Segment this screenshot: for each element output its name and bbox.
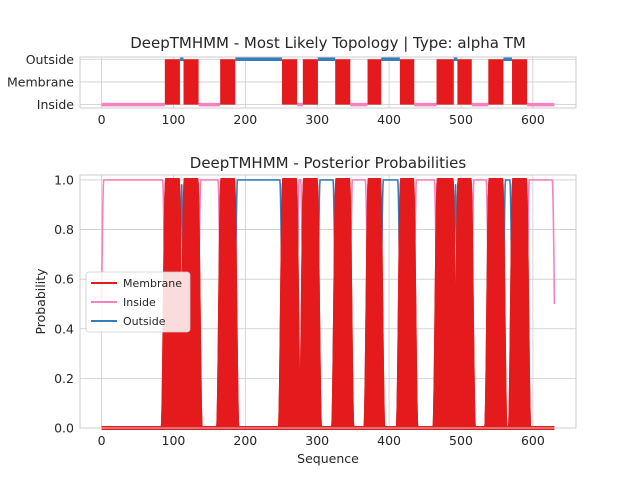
y-tick-label: 0.0 <box>54 421 74 436</box>
x-tick-label: 200 <box>233 433 257 448</box>
membrane-segment <box>367 59 382 105</box>
x-tick-label: 400 <box>377 433 401 448</box>
posterior-title: DeepTMHMM - Posterior Probabilities <box>190 154 467 172</box>
membrane-probability-band <box>298 177 323 430</box>
legend-box <box>85 271 191 333</box>
topology-y-ticks: Inside Membrane Outside <box>7 52 74 112</box>
membrane-probability-band <box>507 177 532 430</box>
membrane-probability-band <box>330 177 355 430</box>
x-tick-label: 400 <box>377 112 401 127</box>
membrane-probability-band <box>395 177 419 430</box>
x-tick-label: 600 <box>521 433 545 448</box>
membrane-segment <box>512 59 528 105</box>
y-tick-label: 0.6 <box>54 272 74 287</box>
x-tick-label: 100 <box>162 433 186 448</box>
topology-marks <box>101 57 555 107</box>
topology-frame <box>79 56 577 109</box>
posterior-x-label: Sequence <box>297 451 359 466</box>
membrane-segment <box>457 59 472 105</box>
membrane-segment <box>335 59 351 105</box>
membrane-probability-band <box>432 177 458 430</box>
topology-title: DeepTMHMM - Most Likely Topology | Type:… <box>130 34 526 52</box>
posterior-frame <box>79 174 577 429</box>
membrane-segment <box>399 59 415 105</box>
membrane-probability-band <box>363 177 386 430</box>
posterior-y-label: Probability <box>33 268 48 335</box>
x-tick-label: 0 <box>98 112 106 127</box>
y-tick-label: 0.8 <box>54 222 74 237</box>
x-tick-label: 500 <box>449 433 473 448</box>
membrane-probability-band <box>483 177 508 430</box>
y-tick-label: Inside <box>37 97 75 112</box>
topology-panel: 0 100 200 300 400 500 600 Inside Membrane Outsid… <box>7 34 577 127</box>
x-tick-label: 200 <box>233 112 257 127</box>
membrane-segment <box>164 59 180 105</box>
posterior-marks <box>99 177 557 430</box>
membrane-segment <box>488 59 504 105</box>
x-tick-label: 300 <box>305 433 329 448</box>
y-tick-label: 0.2 <box>54 371 74 386</box>
membrane-segment <box>220 59 236 105</box>
membrane-segment <box>302 59 318 105</box>
membrane-segment <box>281 59 298 105</box>
x-tick-label: 0 <box>98 433 106 448</box>
membrane-probability-band <box>216 177 240 430</box>
y-tick-label: Membrane <box>7 74 74 89</box>
posterior-y-ticks: 0.0 0.2 0.4 0.6 0.8 1.0 <box>54 172 74 435</box>
legend-label-outside: Outside <box>123 315 166 328</box>
legend: Membrane Inside Outside <box>85 271 191 333</box>
posterior-x-ticks: 0 100 200 300 400 500 600 <box>98 433 545 448</box>
y-tick-label: 1.0 <box>54 172 74 187</box>
membrane-probability-band <box>277 177 302 430</box>
posterior-panel: 0 100 200 300 400 500 600 0.0 0.2 0.4 0.6 0.8 1.0 D… <box>33 154 577 466</box>
x-tick-label: 600 <box>521 112 545 127</box>
legend-label-inside: Inside <box>123 296 156 309</box>
membrane-segment <box>436 59 454 105</box>
x-tick-label: 300 <box>305 112 329 127</box>
y-tick-label: 0.4 <box>54 321 74 336</box>
legend-label-membrane: Membrane <box>123 277 182 290</box>
topology-x-ticks: 0 100 200 300 400 500 600 <box>98 112 545 127</box>
membrane-probability-band <box>179 177 203 430</box>
y-tick-label: Outside <box>26 52 75 67</box>
x-tick-label: 100 <box>162 112 186 127</box>
membrane-probability-band <box>453 177 476 430</box>
x-tick-label: 500 <box>449 112 473 127</box>
membrane-segment <box>183 59 199 105</box>
